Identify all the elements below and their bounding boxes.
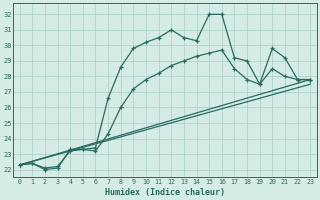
X-axis label: Humidex (Indice chaleur): Humidex (Indice chaleur) — [105, 188, 225, 197]
